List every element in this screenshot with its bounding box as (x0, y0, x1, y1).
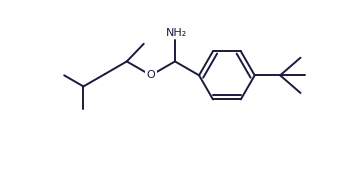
Text: O: O (146, 70, 155, 80)
Text: NH₂: NH₂ (166, 28, 187, 38)
